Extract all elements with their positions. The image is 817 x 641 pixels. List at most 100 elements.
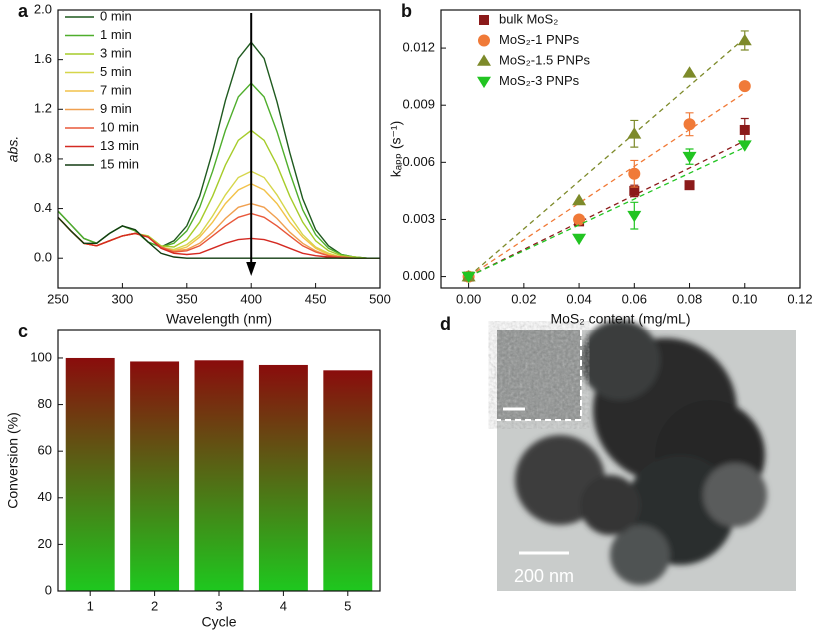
x-tick-label: 0.12 <box>787 291 812 306</box>
particles <box>515 320 767 585</box>
data-point <box>738 80 751 93</box>
bar <box>194 360 244 591</box>
legend-label: 3 min <box>100 45 132 60</box>
data-point <box>628 167 641 180</box>
data-point <box>737 140 752 152</box>
x-tick-label: 400 <box>240 291 262 306</box>
bar <box>323 370 373 591</box>
data-point <box>627 210 642 223</box>
data-point <box>682 151 697 164</box>
legend-marker <box>479 15 489 25</box>
x-tick-label: 2 <box>151 598 158 613</box>
plot-frame <box>57 329 381 592</box>
y-tick-label: 0.009 <box>402 97 435 112</box>
x-tick-label: 350 <box>176 291 198 306</box>
x-tick-label: 500 <box>369 291 391 306</box>
arrow-head <box>246 262 257 276</box>
x-tick-label: 0.04 <box>566 291 591 306</box>
y-tick-label: 0 <box>45 582 52 597</box>
y-tick-label: 20 <box>38 536 52 551</box>
spectrum-line <box>57 216 380 259</box>
fit-line <box>468 92 746 278</box>
bar <box>130 361 180 591</box>
plot-frame <box>440 9 801 289</box>
legend-label: MoS₂-3 PNPs <box>499 73 580 88</box>
bar <box>65 357 115 591</box>
inset-border <box>497 330 582 421</box>
data-point <box>682 66 697 78</box>
x-tick-label: 4 <box>280 598 287 613</box>
spectrum-line <box>57 216 380 259</box>
y-tick-label: 0.003 <box>402 211 435 226</box>
bar <box>258 364 308 591</box>
legend-label: 7 min <box>100 82 132 97</box>
panel-label: d <box>440 314 451 334</box>
legend-label: 9 min <box>100 101 132 116</box>
legend-label: MoS₂-1 PNPs <box>499 32 580 47</box>
x-axis-label: Wavelength (nm) <box>166 311 272 327</box>
y-tick-label: 0.006 <box>402 154 435 169</box>
fit-line <box>468 146 746 278</box>
legend-label: 10 min <box>100 119 139 134</box>
y-tick-label: 1.6 <box>34 51 52 66</box>
x-tick-label: 0.10 <box>732 291 757 306</box>
legend-marker <box>477 54 491 66</box>
x-tick-label: 250 <box>47 291 69 306</box>
x-tick-label: 300 <box>112 291 134 306</box>
x-tick-label: 3 <box>215 598 222 613</box>
tem-image: 200 nm <box>497 320 796 591</box>
legend-label: 1 min <box>100 27 132 42</box>
data-point <box>629 185 640 196</box>
x-axis-label: Cycle <box>201 614 236 630</box>
y-tick-label: 0.012 <box>402 40 435 55</box>
y-tick-label: 1.2 <box>34 101 52 116</box>
legend-label: 13 min <box>100 138 139 153</box>
y-tick-label: 2.0 <box>34 1 52 16</box>
y-tick-label: 0.8 <box>34 150 52 165</box>
legend-label: bulk MoS₂ <box>499 11 558 26</box>
y-tick-label: 40 <box>38 489 52 504</box>
y-axis-label: kₐₚₚ (s⁻¹) <box>388 121 404 177</box>
data-point <box>573 213 586 226</box>
spectrum-line <box>57 183 380 259</box>
y-tick-label: 0.000 <box>402 268 435 283</box>
data-point <box>684 180 695 191</box>
fit-line <box>468 140 746 278</box>
y-axis-label: Conversion (%) <box>5 412 21 508</box>
panel-label: a <box>18 1 29 21</box>
inset-texture <box>497 330 581 420</box>
x-tick-label: 450 <box>305 291 327 306</box>
y-tick-label: 100 <box>30 349 52 364</box>
x-tick-label: 0.02 <box>511 291 536 306</box>
legend-label: MoS₂-1.5 PNPs <box>499 52 591 67</box>
panel-label: b <box>401 1 412 21</box>
data-point <box>737 33 752 46</box>
x-tick-label: 5 <box>344 598 351 613</box>
panel-label: c <box>18 321 28 341</box>
x-tick-label: 0.06 <box>622 291 647 306</box>
legend-label: 5 min <box>100 64 132 79</box>
y-tick-label: 0.0 <box>34 250 52 265</box>
legend-marker <box>477 76 491 89</box>
x-tick-label: 0.00 <box>456 291 481 306</box>
legend-label: 0 min <box>100 8 132 23</box>
data-point <box>572 233 587 246</box>
legend-label: 15 min <box>100 156 139 171</box>
scale-bar-label: 200 nm <box>514 566 574 586</box>
plot-frame <box>57 9 381 289</box>
legend-marker <box>478 34 490 47</box>
y-tick-label: 0.4 <box>34 200 52 215</box>
data-point <box>627 127 642 139</box>
data-point <box>461 271 476 284</box>
x-tick-label: 0.08 <box>677 291 702 306</box>
x-tick-label: 1 <box>87 598 94 613</box>
y-axis-label: abs. <box>5 136 21 162</box>
fit-line <box>468 37 746 278</box>
data-point <box>739 124 750 135</box>
y-tick-label: 80 <box>38 396 52 411</box>
data-point <box>683 118 696 131</box>
y-tick-label: 60 <box>38 443 52 458</box>
x-axis-label: MoS₂ content (mg/mL) <box>550 311 690 327</box>
data-point <box>572 193 587 206</box>
